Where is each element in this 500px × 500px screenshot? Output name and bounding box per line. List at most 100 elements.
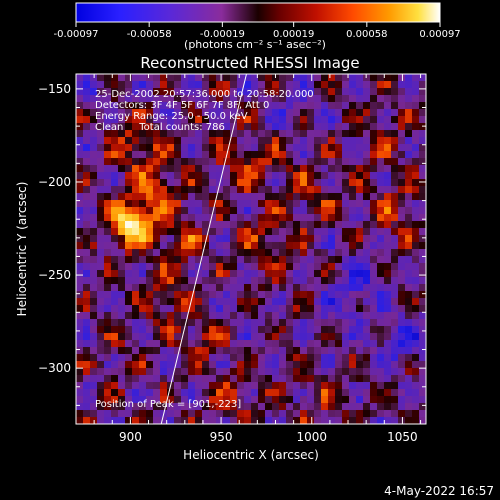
heatmap-cell xyxy=(328,74,336,82)
heatmap-cell xyxy=(174,151,182,159)
heatmap-cell xyxy=(76,263,84,271)
heatmap-cell xyxy=(328,312,336,320)
heatmap-cell xyxy=(363,333,371,341)
heatmap-cell xyxy=(335,74,343,82)
heatmap-cell xyxy=(216,319,224,327)
heatmap-cell xyxy=(188,284,196,292)
heatmap-cell xyxy=(223,172,231,180)
heatmap-cell xyxy=(132,186,140,194)
heatmap-cell xyxy=(258,186,266,194)
heatmap-cell xyxy=(328,305,336,313)
heatmap-cell xyxy=(342,144,350,152)
heatmap-cell xyxy=(356,109,364,117)
heatmap-cell xyxy=(223,354,231,362)
heatmap-cell xyxy=(230,368,238,376)
heatmap-cell xyxy=(202,298,210,306)
heatmap-cell xyxy=(363,410,371,418)
heatmap-cell xyxy=(153,144,161,152)
heatmap-cell xyxy=(146,172,154,180)
heatmap-cell xyxy=(293,242,301,250)
heatmap-cell xyxy=(370,207,378,215)
heatmap-cell xyxy=(251,130,259,138)
heatmap-cell xyxy=(118,382,126,390)
heatmap-cell xyxy=(209,200,217,208)
heatmap-cell xyxy=(307,270,315,278)
heatmap-cell xyxy=(153,88,161,96)
heatmap-cell xyxy=(272,81,280,89)
heatmap-cell xyxy=(223,277,231,285)
heatmap-cell xyxy=(384,319,392,327)
heatmap-cell xyxy=(286,417,294,424)
heatmap-cell xyxy=(230,186,238,194)
heatmap-cell xyxy=(251,291,259,299)
heatmap-cell xyxy=(216,298,224,306)
heatmap-cell xyxy=(328,158,336,166)
heatmap-cell xyxy=(181,200,189,208)
heatmap-cell xyxy=(83,284,91,292)
heatmap-cell xyxy=(244,95,252,103)
heatmap-cell xyxy=(188,417,196,424)
heatmap-cell xyxy=(76,235,84,243)
heatmap-cell xyxy=(398,375,406,383)
heatmap-cell xyxy=(181,207,189,215)
heatmap-cell xyxy=(195,165,203,173)
heatmap-cell xyxy=(272,291,280,299)
heatmap-cell xyxy=(398,158,406,166)
heatmap-cell xyxy=(216,95,224,103)
heatmap-cell xyxy=(391,277,399,285)
heatmap-cell xyxy=(146,235,154,243)
heatmap-cell xyxy=(272,109,280,117)
heatmap-cell xyxy=(160,249,168,257)
heatmap-cell xyxy=(76,305,84,313)
heatmap-cell xyxy=(300,137,308,145)
heatmap-cell xyxy=(349,410,357,418)
heatmap-cell xyxy=(391,417,399,424)
heatmap-cell xyxy=(300,249,308,257)
heatmap-cell xyxy=(83,403,91,411)
heatmap-cell xyxy=(328,109,336,117)
heatmap-cell xyxy=(223,396,231,404)
heatmap-cell xyxy=(111,235,119,243)
heatmap-cell xyxy=(139,305,147,313)
heatmap-cell xyxy=(279,375,287,383)
heatmap-cell xyxy=(216,410,224,418)
heatmap-cell xyxy=(76,207,84,215)
heatmap-cell xyxy=(167,193,175,201)
heatmap-cell xyxy=(132,256,140,264)
colorbar-tick-label: 0.00097 xyxy=(419,29,460,40)
heatmap-cell xyxy=(139,214,147,222)
heatmap-cell xyxy=(111,158,119,166)
heatmap-cell xyxy=(118,214,126,222)
heatmap-cell xyxy=(349,102,357,110)
heatmap-cell xyxy=(342,193,350,201)
heatmap-cell xyxy=(104,158,112,166)
heatmap-cell xyxy=(377,333,385,341)
heatmap-cell xyxy=(76,193,84,201)
heatmap-cell xyxy=(335,326,343,334)
heatmap-cell xyxy=(118,207,126,215)
heatmap-cell xyxy=(195,326,203,334)
heatmap-cell xyxy=(391,158,399,166)
heatmap-cell xyxy=(391,375,399,383)
heatmap-cell xyxy=(272,172,280,180)
heatmap-cell xyxy=(286,130,294,138)
heatmap-cell xyxy=(314,137,322,145)
heatmap-cell xyxy=(202,249,210,257)
heatmap-cell xyxy=(104,368,112,376)
heatmap-cell xyxy=(167,347,175,355)
heatmap-cell xyxy=(237,186,245,194)
heatmap-cell xyxy=(251,158,259,166)
heatmap-cell xyxy=(293,389,301,397)
heatmap-cell xyxy=(209,270,217,278)
heatmap-cell xyxy=(272,403,280,411)
heatmap-cell xyxy=(104,235,112,243)
heatmap-cell xyxy=(300,375,308,383)
heatmap-cell xyxy=(356,312,364,320)
heatmap-cell xyxy=(230,200,238,208)
heatmap-cell xyxy=(342,123,350,131)
heatmap-cell xyxy=(90,214,98,222)
heatmap-cell xyxy=(363,256,371,264)
heatmap-cell xyxy=(293,151,301,159)
heatmap-cell xyxy=(412,354,420,362)
heatmap-cell xyxy=(118,88,126,96)
